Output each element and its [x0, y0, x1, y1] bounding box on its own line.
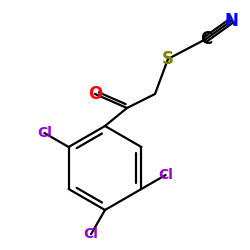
Text: Cl: Cl	[84, 227, 98, 241]
Text: S: S	[162, 50, 174, 68]
Text: Cl: Cl	[37, 126, 52, 140]
Text: N: N	[224, 12, 238, 30]
Text: O: O	[88, 85, 102, 103]
Text: C: C	[200, 30, 212, 48]
Text: Cl: Cl	[158, 168, 173, 182]
